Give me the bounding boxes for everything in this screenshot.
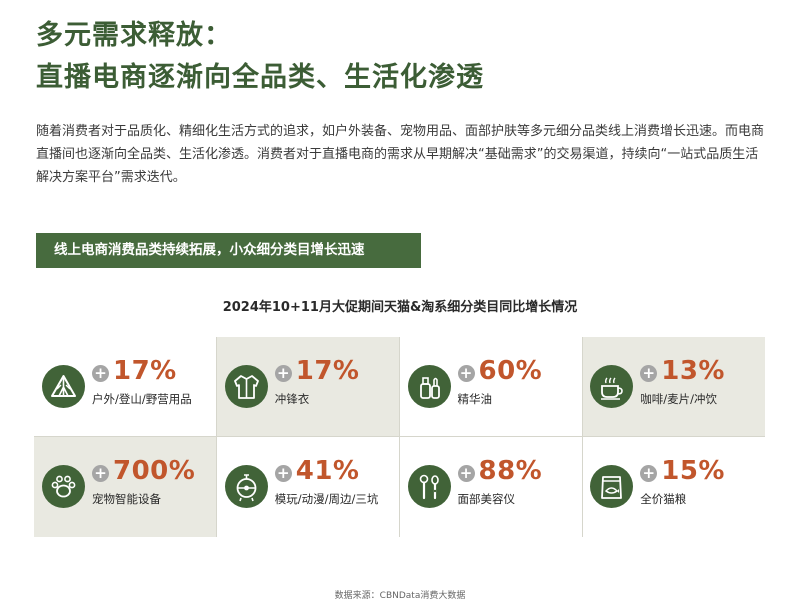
category-label: 户外/登山/野营用品: [92, 392, 192, 406]
growth-value: 17%: [295, 356, 360, 386]
growth-value: 17%: [113, 356, 177, 386]
plus-icon: +: [274, 465, 292, 482]
growth-value: 60%: [478, 356, 543, 386]
category-label: 咖啡/麦片/冲饮: [640, 392, 717, 406]
category-cell: + 13% 咖啡/麦片/冲饮: [582, 337, 765, 437]
category-cell: + 88% 面部美容仪: [400, 437, 583, 537]
beauty-device-icon: [407, 465, 451, 508]
section-banner: 线上电商消费品类持续拓展，小众细分类目增长迅速: [36, 233, 421, 268]
grid-divider: [582, 337, 583, 537]
plus-icon: +: [640, 365, 658, 382]
category-label: 模玩/动漫/周边/三坑: [274, 492, 379, 506]
body-paragraph: 随着消费者对于品质化、精细化生活方式的追求，如户外装备、宠物用品、面部护肤等多元…: [36, 124, 765, 185]
plus-icon: +: [92, 365, 109, 382]
plus-icon: +: [274, 365, 292, 382]
category-cell: + 41% 模玩/动漫/周边/三坑: [217, 437, 400, 537]
data-source: 数据来源：CBNData消费大数据: [334, 591, 466, 601]
growth-value: 41%: [295, 456, 360, 486]
plus-icon: +: [640, 465, 658, 482]
category-cell: + 15% 全价猫粮: [582, 437, 765, 537]
growth-value: 15%: [661, 456, 725, 486]
category-label: 全价猫粮: [640, 492, 687, 506]
jacket-icon: [224, 365, 268, 408]
category-label: 面部美容仪: [457, 492, 516, 506]
category-label: 冲锋衣: [274, 392, 310, 406]
growth-value: 13%: [661, 356, 725, 386]
growth-value: 88%: [478, 456, 543, 486]
title-line-1: 多元需求释放：: [36, 20, 232, 51]
category-cell: + 17% 冲锋衣: [216, 337, 400, 437]
category-cell: + 17% 户外/登山/野营用品: [34, 337, 217, 437]
plus-icon: +: [92, 465, 109, 482]
cat-food-bag-icon: [590, 465, 634, 508]
plus-icon: +: [457, 365, 475, 382]
grid-divider: [399, 337, 400, 537]
paw-icon: [42, 465, 85, 508]
serum-bottle-icon: [407, 365, 451, 408]
chart-title: 2024年10+11月大促期间天猫&淘系细分类目同比增长情况: [222, 300, 578, 315]
growth-value: 700%: [113, 456, 196, 486]
category-growth-grid: + 17% 户外/登山/野营用品 + 17% 冲锋衣 + 60% 精华油 + 1…: [34, 337, 765, 537]
category-cell: + 700% 宠物智能设备: [34, 437, 217, 537]
plus-icon: +: [457, 465, 475, 482]
gacha-toy-icon: [224, 465, 268, 508]
category-label: 精华油: [457, 392, 493, 406]
grid-divider: [216, 337, 217, 537]
tent-icon: [42, 365, 85, 408]
title-line-2: 直播电商逐渐向全品类、生活化渗透: [36, 62, 484, 93]
grid-divider: [34, 436, 765, 437]
coffee-cup-icon: [590, 365, 634, 408]
category-label: 宠物智能设备: [92, 492, 161, 506]
category-cell: + 60% 精华油: [400, 337, 583, 437]
